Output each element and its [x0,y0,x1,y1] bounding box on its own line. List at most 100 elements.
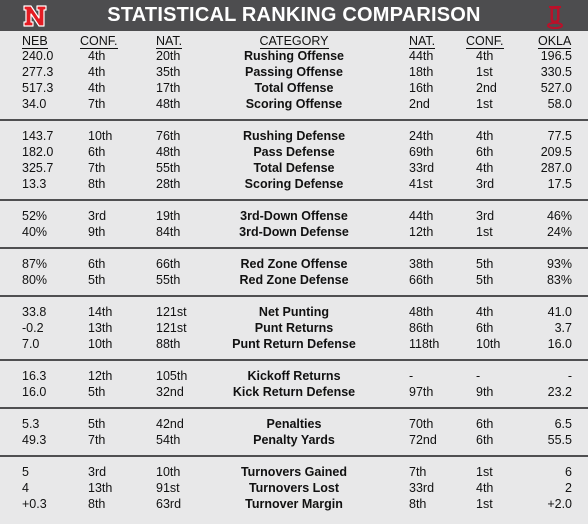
neb-nat-rank: 91st [156,481,180,495]
okla-nat-rank: 72nd [409,433,437,447]
okla-nat-rank: 44th [409,49,434,63]
neb-conf-rank: 5th [88,417,106,431]
table-row: 4 13th 91st Turnovers Lost 33rd 4th 2 [0,480,588,496]
okla-nat-rank: 8th [409,497,427,511]
section-divider [0,407,588,409]
neb-value: 4 [22,481,29,495]
okla-value: 23.2 [547,385,572,399]
okla-nat-rank: 12th [409,225,434,239]
neb-conf-rank: 10th [88,337,113,351]
neb-conf-rank: 8th [88,497,106,511]
table-row: 80% 5th 55th Red Zone Defense 66th 5th 83% [0,272,588,288]
okla-conf-rank: 3rd [476,177,495,191]
neb-value: 49.3 [22,433,47,447]
neb-value: 5.3 [22,417,40,431]
neb-nat-rank: 105th [156,369,188,383]
table-row: 277.3 4th 35th Passing Offense 18th 1st 330.5 [0,64,588,80]
okla-nat-rank: 18th [409,65,434,79]
neb-conf-rank: 8th [88,177,106,191]
okla-value: 16.0 [547,337,572,351]
okla-value: 6 [565,465,572,479]
neb-value: 7.0 [22,337,40,351]
category-label: Punt Returns [254,321,334,335]
table-row: 240.0 4th 20th Rushing Offense 44th 4th 196.5 [0,48,588,64]
neb-value: 34.0 [22,97,47,111]
header-category: CATEGORY [259,34,329,49]
table-row: 52% 3rd 19th 3rd-Down Offense 44th 3rd 46% [0,208,588,224]
okla-conf-rank: 1st [476,97,493,111]
okla-value: 209.5 [540,145,572,159]
category-label: Turnovers Gained [240,465,348,479]
okla-value: 41.0 [547,305,572,319]
neb-nat-rank: 54th [156,433,181,447]
category-label: Kickoff Returns [247,369,341,383]
neb-conf-rank: 7th [88,97,106,111]
neb-nat-rank: 17th [156,81,181,95]
okla-value: 2 [565,481,572,495]
neb-nat-rank: 10th [156,465,181,479]
okla-nat-rank: 16th [409,81,434,95]
category-label: Total Defense [253,161,335,175]
neb-conf-rank: 9th [88,225,106,239]
okla-value: - [567,369,572,383]
okla-nat-rank: 48th [409,305,434,319]
section-divider [0,119,588,121]
table-row: -0.2 13th 121st Punt Returns 86th 6th 3.7 [0,320,588,336]
neb-nat-rank: 48th [156,145,181,159]
okla-value: 55.5 [547,433,572,447]
header-okla-nat: NAT. [409,34,436,49]
okla-conf-rank: 6th [476,145,494,159]
okla-conf-rank: 3rd [476,209,495,223]
okla-value: 6.5 [554,417,572,431]
neb-conf-rank: 5th [88,273,106,287]
category-label: Red Zone Offense [240,257,348,271]
nebraska-n-logo [22,3,48,29]
okla-conf-rank: 2nd [476,81,497,95]
okla-nat-rank: 97th [409,385,434,399]
okla-nat-rank: 41st [409,177,433,191]
neb-value: 325.7 [22,161,54,175]
neb-conf-rank: 10th [88,129,113,143]
neb-nat-rank: 32nd [156,385,184,399]
okla-nat-rank: 24th [409,129,434,143]
category-label: Scoring Offense [245,97,343,111]
okla-conf-rank: 4th [476,481,494,495]
okla-conf-rank: 10th [476,337,501,351]
neb-conf-rank: 3rd [88,465,107,479]
header-okla: OKLA [538,34,572,49]
okla-conf-rank: 1st [476,465,493,479]
neb-nat-rank: 42nd [156,417,184,431]
neb-value: 87% [22,257,48,271]
neb-nat-rank: 88th [156,337,181,351]
category-label: Penalty Yards [253,433,335,447]
category-label: Turnovers Lost [248,481,340,495]
okla-conf-rank: 4th [476,161,494,175]
category-label: 3rd-Down Offense [240,209,348,223]
okla-value: 3.7 [554,321,572,335]
neb-value: +0.3 [22,497,47,511]
header-neb: NEB [22,34,48,49]
table-row: 16.3 12th 105th Kickoff Returns - - - [0,368,588,384]
category-label: Net Punting [258,305,330,319]
okla-nat-rank: 2nd [409,97,430,111]
table-row: 143.7 10th 76th Rushing Defense 24th 4th 77.5 [0,128,588,144]
neb-value: 16.0 [22,385,47,399]
neb-nat-rank: 121st [156,321,187,335]
neb-value: 52% [22,209,48,223]
table-row: +0.3 8th 63rd Turnover Margin 8th 1st +2.0 [0,496,588,512]
okla-conf-rank: 6th [476,433,494,447]
table-row: 7.0 10th 88th Punt Return Defense 118th 10th 1… [0,336,588,352]
section-divider [0,295,588,297]
category-label: Punt Return Defense [232,337,356,351]
neb-conf-rank: 13th [88,481,113,495]
category-label: Rushing Defense [242,129,346,143]
neb-conf-rank: 4th [88,49,106,63]
neb-value: 5 [22,465,29,479]
neb-value: 16.3 [22,369,47,383]
okla-conf-rank: 1st [476,225,493,239]
table-row: 49.3 7th 54th Penalty Yards 72nd 6th 55.5 [0,432,588,448]
okla-conf-rank: 4th [476,129,494,143]
neb-nat-rank: 48th [156,97,181,111]
okla-conf-rank: 4th [476,305,494,319]
table-row: 325.7 7th 55th Total Defense 33rd 4th 287.0 [0,160,588,176]
